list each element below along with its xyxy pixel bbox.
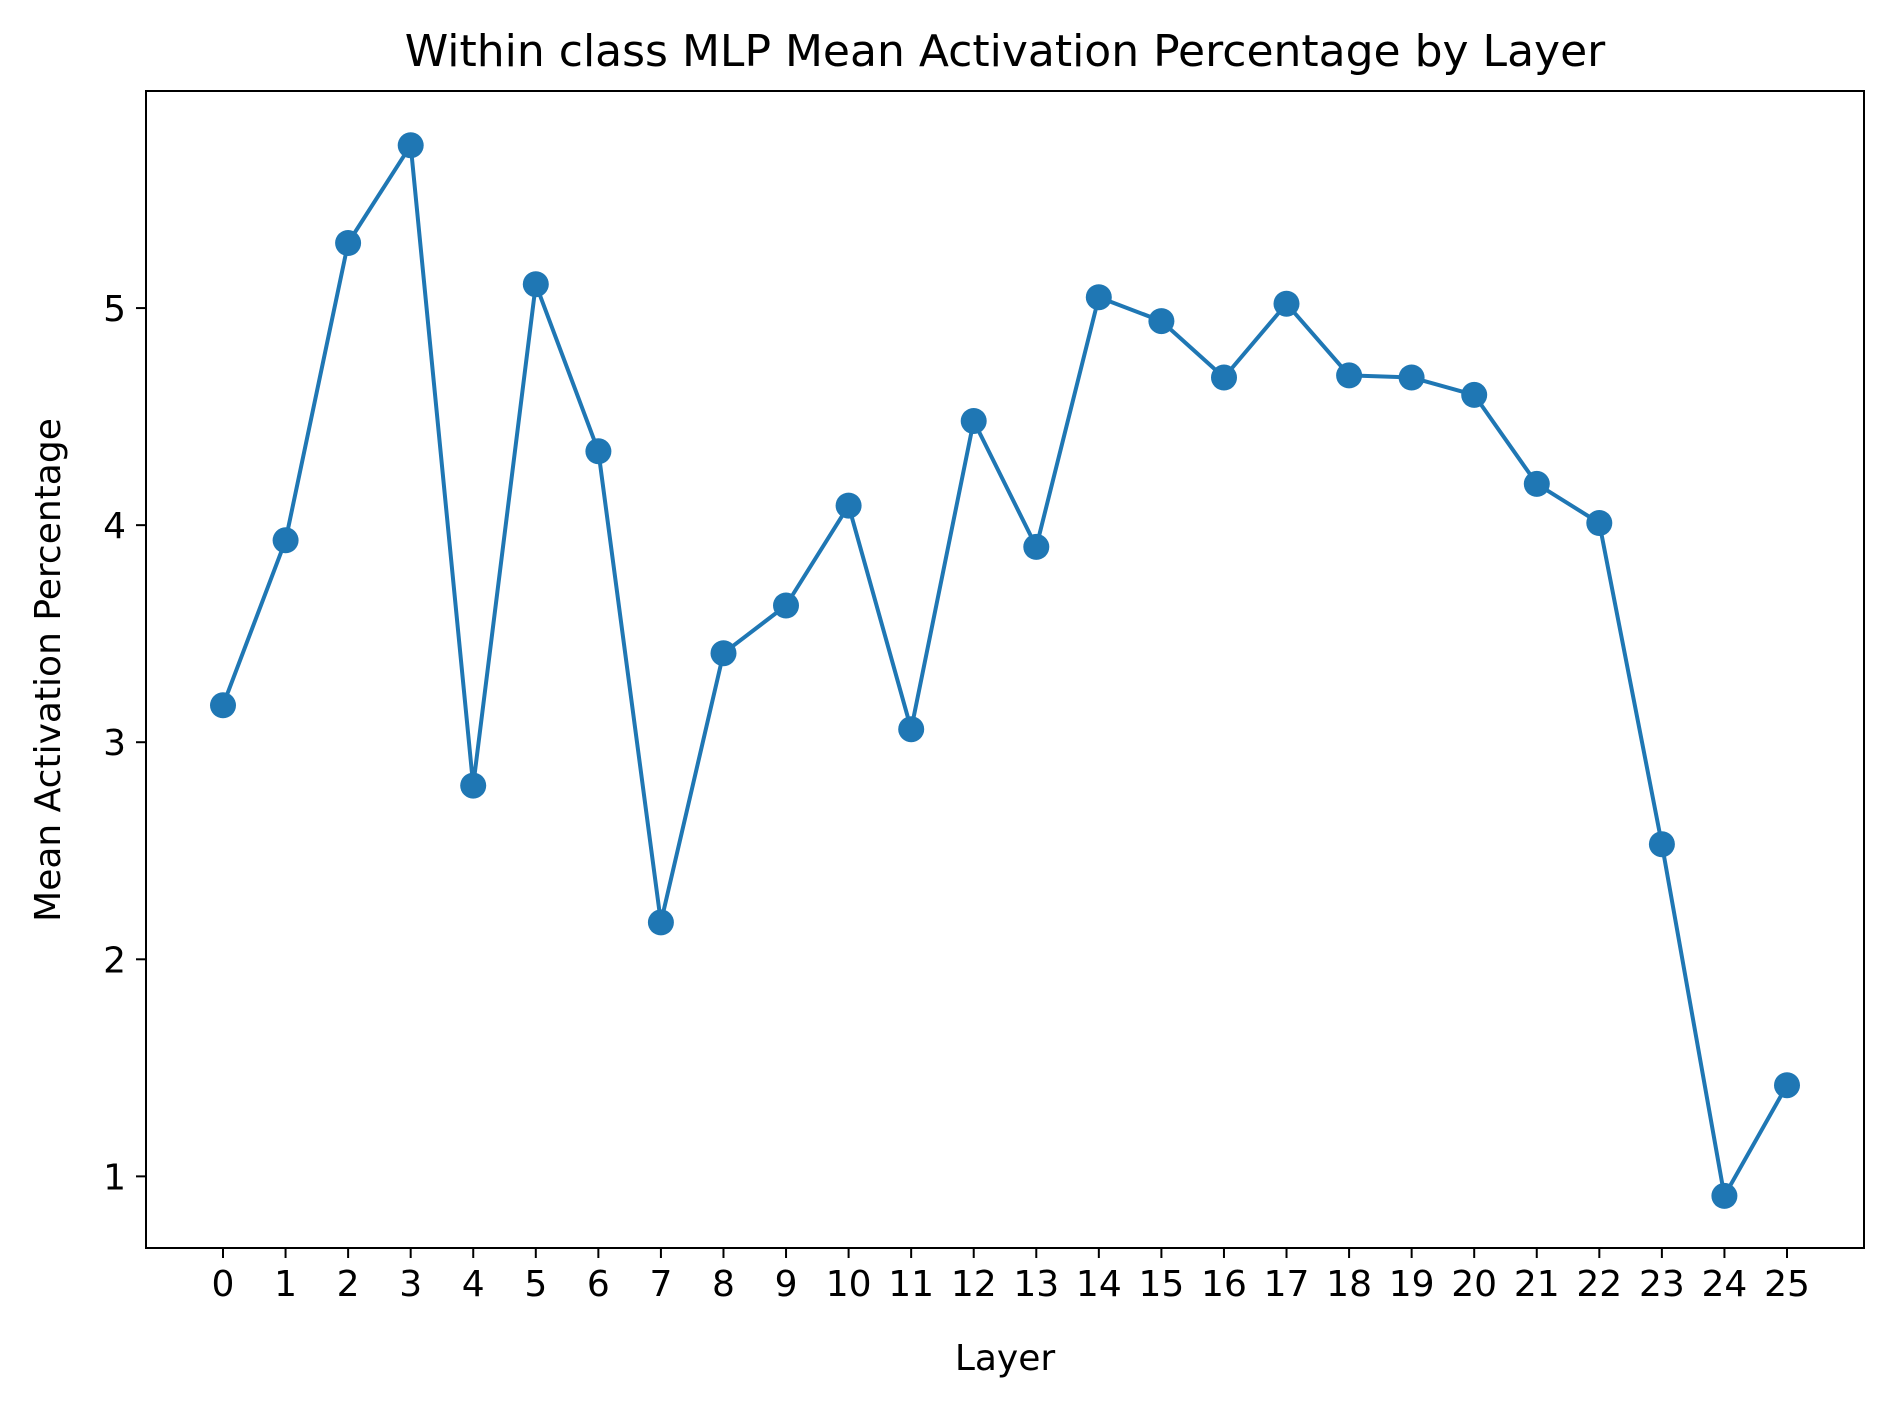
series-line bbox=[221, 143, 1789, 1198]
plot-frame bbox=[145, 90, 1865, 1249]
x-tick-label: 3 bbox=[399, 1264, 422, 1305]
data-point bbox=[335, 230, 362, 256]
data-point bbox=[1461, 381, 1488, 408]
data-point bbox=[898, 716, 925, 743]
data-point bbox=[1085, 284, 1112, 311]
data-point bbox=[397, 132, 424, 159]
data-point bbox=[1774, 1072, 1800, 1099]
data-point bbox=[460, 772, 487, 799]
data-point bbox=[1336, 362, 1363, 389]
data-point bbox=[1023, 533, 1050, 560]
x-tick-label: 15 bbox=[1138, 1264, 1184, 1305]
plot-marks bbox=[210, 132, 1800, 1209]
x-tick-label: 4 bbox=[462, 1264, 485, 1305]
x-tick-label: 14 bbox=[1076, 1264, 1122, 1305]
data-point bbox=[647, 909, 674, 936]
x-tick-label: 7 bbox=[649, 1264, 672, 1305]
x-tick-label: 17 bbox=[1264, 1264, 1310, 1305]
x-tick-label: 11 bbox=[888, 1264, 934, 1305]
data-point bbox=[710, 640, 737, 667]
x-tick-label: 10 bbox=[826, 1264, 872, 1305]
data-point bbox=[835, 492, 862, 519]
chart-title: Within class MLP Mean Activation Percent… bbox=[405, 26, 1606, 77]
data-point bbox=[585, 438, 612, 465]
x-tick-label: 19 bbox=[1389, 1264, 1435, 1305]
x-tick-label: 16 bbox=[1201, 1264, 1247, 1305]
data-point bbox=[1398, 364, 1425, 391]
x-tick-label: 24 bbox=[1702, 1264, 1748, 1305]
x-tick-label: 21 bbox=[1514, 1264, 1560, 1305]
data-point bbox=[1148, 308, 1175, 335]
y-tick-label: 3 bbox=[103, 723, 126, 764]
y-axis-ticks: 1 2 3 4 5 bbox=[103, 289, 146, 1198]
y-tick-label: 2 bbox=[103, 940, 126, 981]
x-tick-label: 1 bbox=[274, 1264, 297, 1305]
data-point bbox=[1648, 831, 1675, 858]
x-tick-label: 22 bbox=[1576, 1264, 1622, 1305]
x-axis-label: Layer bbox=[955, 1338, 1056, 1379]
data-point bbox=[773, 592, 799, 619]
x-tick-label: 12 bbox=[951, 1264, 997, 1305]
x-tick-label: 9 bbox=[775, 1264, 798, 1305]
data-point bbox=[1586, 510, 1613, 536]
data-point bbox=[522, 271, 549, 298]
data-point bbox=[960, 408, 987, 434]
x-axis-ticks: 0 1 2 3 4 5 6 7 8 9 10 11 12 13 14 15 16 17 18 19 20 21 22 23 24… bbox=[212, 1248, 1810, 1305]
x-tick-label: 5 bbox=[524, 1264, 547, 1305]
x-tick-label: 23 bbox=[1639, 1264, 1685, 1305]
x-tick-label: 0 bbox=[212, 1264, 235, 1305]
x-tick-label: 25 bbox=[1764, 1264, 1810, 1305]
data-point bbox=[1211, 364, 1237, 391]
data-point bbox=[272, 527, 299, 554]
data-point bbox=[1523, 470, 1550, 497]
y-tick-label: 5 bbox=[103, 289, 126, 330]
data-point bbox=[1273, 290, 1300, 317]
x-tick-label: 20 bbox=[1451, 1264, 1497, 1305]
y-tick-label: 4 bbox=[103, 506, 126, 547]
x-tick-label: 18 bbox=[1326, 1264, 1372, 1305]
x-tick-label: 8 bbox=[712, 1264, 735, 1305]
y-tick-label: 1 bbox=[103, 1157, 126, 1198]
x-tick-label: 2 bbox=[337, 1264, 360, 1305]
x-tick-label: 6 bbox=[587, 1264, 610, 1305]
y-axis-label: Mean Activation Percentage bbox=[28, 418, 69, 922]
data-point bbox=[1711, 1182, 1738, 1209]
data-point bbox=[210, 692, 236, 719]
x-tick-label: 13 bbox=[1013, 1264, 1059, 1305]
